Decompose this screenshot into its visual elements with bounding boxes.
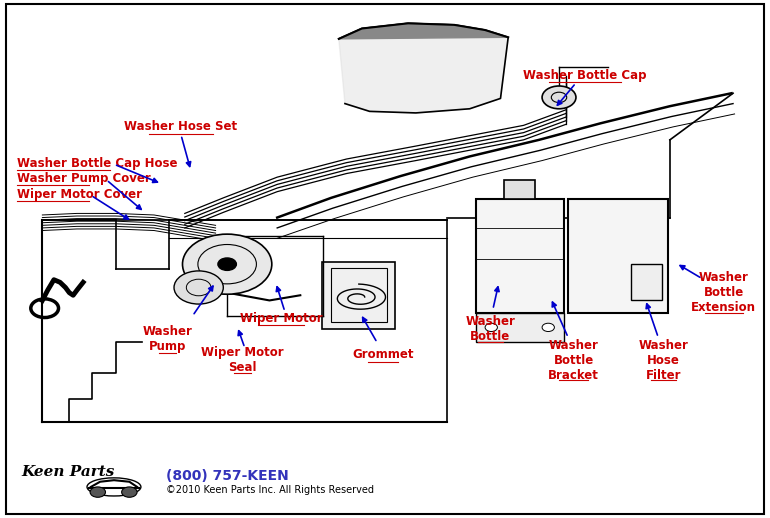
Bar	[476, 199, 564, 313]
Circle shape	[485, 323, 497, 332]
Circle shape	[542, 86, 576, 109]
FancyBboxPatch shape	[322, 262, 395, 329]
Text: Washer Bottle Cap: Washer Bottle Cap	[524, 68, 647, 82]
Bar	[568, 199, 668, 313]
Bar	[631, 264, 662, 300]
Text: Washer
Bottle: Washer Bottle	[466, 315, 515, 343]
Text: Washer Bottle Cap Hose: Washer Bottle Cap Hose	[17, 156, 177, 170]
Bar	[476, 313, 564, 342]
Circle shape	[218, 258, 236, 270]
Text: Keen Parts: Keen Parts	[22, 465, 115, 479]
Text: Washer
Pump: Washer Pump	[143, 325, 192, 353]
Text: Washer Hose Set: Washer Hose Set	[125, 120, 237, 134]
Polygon shape	[339, 23, 508, 39]
Circle shape	[182, 234, 272, 294]
Circle shape	[90, 487, 105, 497]
Circle shape	[542, 323, 554, 332]
Text: Grommet: Grommet	[352, 348, 413, 362]
Text: Washer
Bottle
Extension: Washer Bottle Extension	[691, 271, 756, 314]
Circle shape	[122, 487, 137, 497]
Circle shape	[174, 271, 223, 304]
Text: (800) 757-KEEN: (800) 757-KEEN	[166, 469, 288, 483]
Text: Washer
Hose
Filter: Washer Hose Filter	[639, 338, 688, 382]
Text: Washer
Bottle
Bracket: Washer Bottle Bracket	[548, 338, 599, 382]
Text: Wiper Motor: Wiper Motor	[239, 312, 323, 325]
Text: Wiper Motor Cover: Wiper Motor Cover	[17, 188, 142, 201]
Bar	[504, 180, 535, 199]
Text: Washer Pump Cover: Washer Pump Cover	[17, 172, 151, 185]
Text: ©2010 Keen Parts Inc. All Rights Reserved: ©2010 Keen Parts Inc. All Rights Reserve…	[166, 485, 373, 495]
Bar	[331, 268, 387, 322]
Polygon shape	[339, 23, 508, 113]
Text: Wiper Motor
Seal: Wiper Motor Seal	[201, 346, 284, 374]
